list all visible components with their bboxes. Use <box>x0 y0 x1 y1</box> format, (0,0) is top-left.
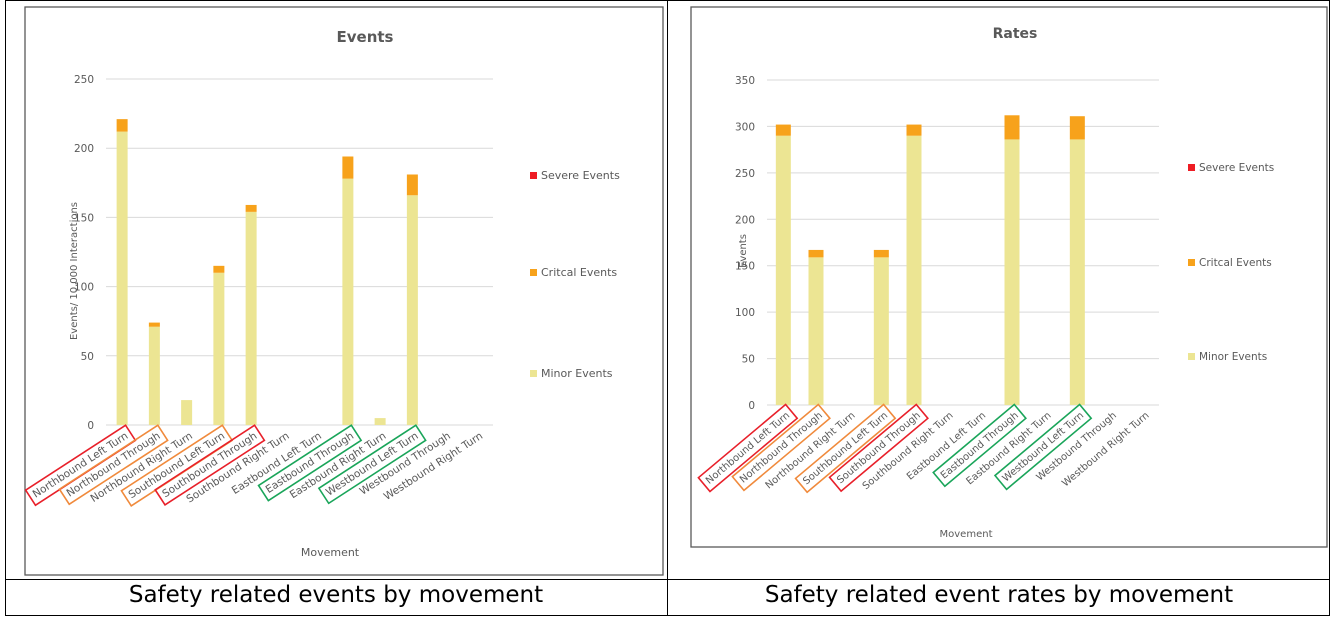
events-ytick-label: 250 <box>74 74 94 86</box>
rates-bar-critcal-events-northbound-left-turn <box>775 124 791 136</box>
rates-xtick-highlight-box <box>697 403 799 493</box>
rates-bar-critcal-events-northbound-through <box>808 249 824 258</box>
events-ytick-label: 100 <box>74 282 94 294</box>
rates-chart-ylabel: Events <box>738 234 749 268</box>
events-legend-swatch-critcal-events <box>530 269 537 276</box>
events-bar-minor-events-southbound-through <box>245 211 257 425</box>
rates-chart-title: Rates <box>993 26 1038 42</box>
rates-legend-label-severe-events: Severe Events <box>1199 162 1274 174</box>
events-ytick-label: 0 <box>87 420 94 432</box>
events-bar-minor-events-northbound-left-turn <box>116 131 128 425</box>
events-ytick-label: 200 <box>74 143 94 155</box>
rates-legend-swatch-severe-events <box>1188 164 1195 171</box>
events-bar-minor-events-eastbound-right-turn <box>374 418 386 425</box>
rates-ytick-label: 0 <box>748 400 755 412</box>
rates-caption: Safety related event rates by movement <box>764 582 1234 608</box>
rates-bar-minor-events-southbound-left-turn <box>873 257 889 405</box>
events-legend-label-severe-events: Severe Events <box>541 169 620 182</box>
rates-ytick-label: 250 <box>735 168 755 180</box>
events-bar-minor-events-westbound-left-turn <box>406 195 418 425</box>
events-bar-minor-events-northbound-through <box>148 326 160 425</box>
events-caption: Safety related events by movement <box>128 582 544 608</box>
rates-ytick-label: 50 <box>742 354 755 366</box>
events-legend-label-critcal-events: Critcal Events <box>541 266 617 279</box>
events-chart-panel: Events 0 50 100 150 200 250 Northbound Left T… <box>24 6 664 576</box>
events-bar-critcal-events-northbound-through <box>148 322 160 327</box>
rates-bar-minor-events-northbound-left-turn <box>775 135 791 405</box>
rates-chart-xlabel: Movement <box>940 529 993 540</box>
rates-legend-swatch-critcal-events <box>1188 259 1195 266</box>
events-bar-critcal-events-northbound-left-turn <box>116 119 128 132</box>
rates-bar-minor-events-westbound-left-turn <box>1069 139 1085 405</box>
events-legend-label-minor-events: Minor Events <box>541 367 613 380</box>
rates-bar-minor-events-southbound-through <box>906 135 922 405</box>
rates-ytick-label: 100 <box>735 307 755 319</box>
events-ytick-label: 150 <box>74 212 94 224</box>
events-chart-xlabel: Movement <box>301 546 360 559</box>
events-xtick-highlight-box <box>154 424 266 507</box>
events-bar-minor-events-eastbound-through <box>342 178 354 425</box>
rates-bar-critcal-events-southbound-left-turn <box>873 249 889 258</box>
rates-ytick-label: 350 <box>735 75 755 87</box>
events-chart-ylabel: Events/ 10,000 Interactions <box>69 202 80 340</box>
table-grid-lines <box>5 0 1330 616</box>
rates-xtick-highlight-box <box>932 403 1027 488</box>
rates-bar-minor-events-northbound-through <box>808 257 824 405</box>
rates-bar-critcal-events-southbound-through <box>906 124 922 136</box>
rates-chart-panel: Rates 0 50 100 150 200 250 300 350 Northbound L… <box>690 6 1328 548</box>
events-xtick-highlight-box <box>58 424 169 506</box>
events-bar-critcal-events-southbound-left-turn <box>213 265 225 273</box>
rates-bar-minor-events-eastbound-through <box>1004 139 1020 405</box>
rates-legend-label-critcal-events: Critcal Events <box>1199 257 1272 269</box>
rates-xtick-highlight-box <box>794 403 897 494</box>
rates-xtick-highlight-box <box>731 403 831 492</box>
events-bar-critcal-events-eastbound-through <box>342 156 354 179</box>
events-chart-title: Events <box>337 28 394 46</box>
events-legend-swatch-severe-events <box>530 172 537 179</box>
rates-ytick-label: 300 <box>735 121 755 133</box>
events-bar-minor-events-northbound-right-turn <box>181 400 193 425</box>
rates-legend-swatch-minor-events <box>1188 353 1195 360</box>
rates-bar-critcal-events-westbound-left-turn <box>1069 116 1085 140</box>
rates-ytick-label: 200 <box>735 214 755 226</box>
rates-ytick-label: 150 <box>735 261 755 273</box>
events-legend-swatch-minor-events <box>530 370 537 377</box>
events-bar-critcal-events-westbound-left-turn <box>406 174 418 196</box>
rates-legend-label-minor-events: Minor Events <box>1199 351 1267 363</box>
events-bar-critcal-events-southbound-through <box>245 204 257 212</box>
events-xtick-highlight-box <box>257 424 363 502</box>
rates-bar-critcal-events-eastbound-through <box>1004 115 1020 140</box>
rates-xtick-highlight-box <box>993 403 1093 491</box>
rates-xtick-highlight-box <box>828 403 929 493</box>
events-bar-minor-events-southbound-left-turn <box>213 272 225 425</box>
figure-table: Events 0 50 100 150 200 250 Northbound Left T… <box>5 0 1330 616</box>
events-xtick-highlight-box <box>317 424 427 505</box>
events-ytick-label: 50 <box>81 351 94 363</box>
